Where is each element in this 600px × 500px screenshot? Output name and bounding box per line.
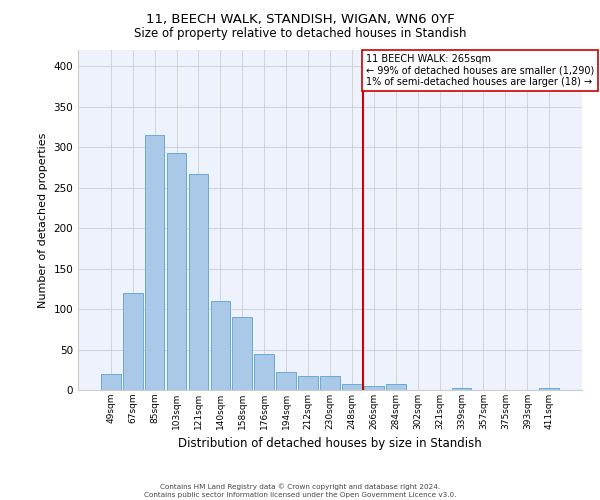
Bar: [364, 386, 384, 390]
Bar: [320, 376, 340, 390]
Text: Size of property relative to detached houses in Standish: Size of property relative to detached ho…: [134, 28, 466, 40]
Bar: [211, 301, 230, 390]
Bar: [167, 153, 187, 390]
Text: 11, BEECH WALK, STANDISH, WIGAN, WN6 0YF: 11, BEECH WALK, STANDISH, WIGAN, WN6 0YF: [146, 12, 454, 26]
X-axis label: Distribution of detached houses by size in Standish: Distribution of detached houses by size …: [178, 438, 482, 450]
Text: 11 BEECH WALK: 265sqm
← 99% of detached houses are smaller (1,290)
1% of semi-de: 11 BEECH WALK: 265sqm ← 99% of detached …: [366, 54, 595, 87]
Bar: [276, 372, 296, 390]
Bar: [123, 293, 143, 390]
Bar: [386, 384, 406, 390]
Bar: [254, 354, 274, 390]
Bar: [188, 174, 208, 390]
Bar: [452, 388, 472, 390]
Y-axis label: Number of detached properties: Number of detached properties: [38, 132, 48, 308]
Bar: [342, 384, 362, 390]
Bar: [298, 376, 318, 390]
Bar: [101, 374, 121, 390]
Bar: [232, 317, 252, 390]
Text: Contains HM Land Registry data © Crown copyright and database right 2024.
Contai: Contains HM Land Registry data © Crown c…: [144, 484, 456, 498]
Bar: [539, 388, 559, 390]
Bar: [145, 135, 164, 390]
